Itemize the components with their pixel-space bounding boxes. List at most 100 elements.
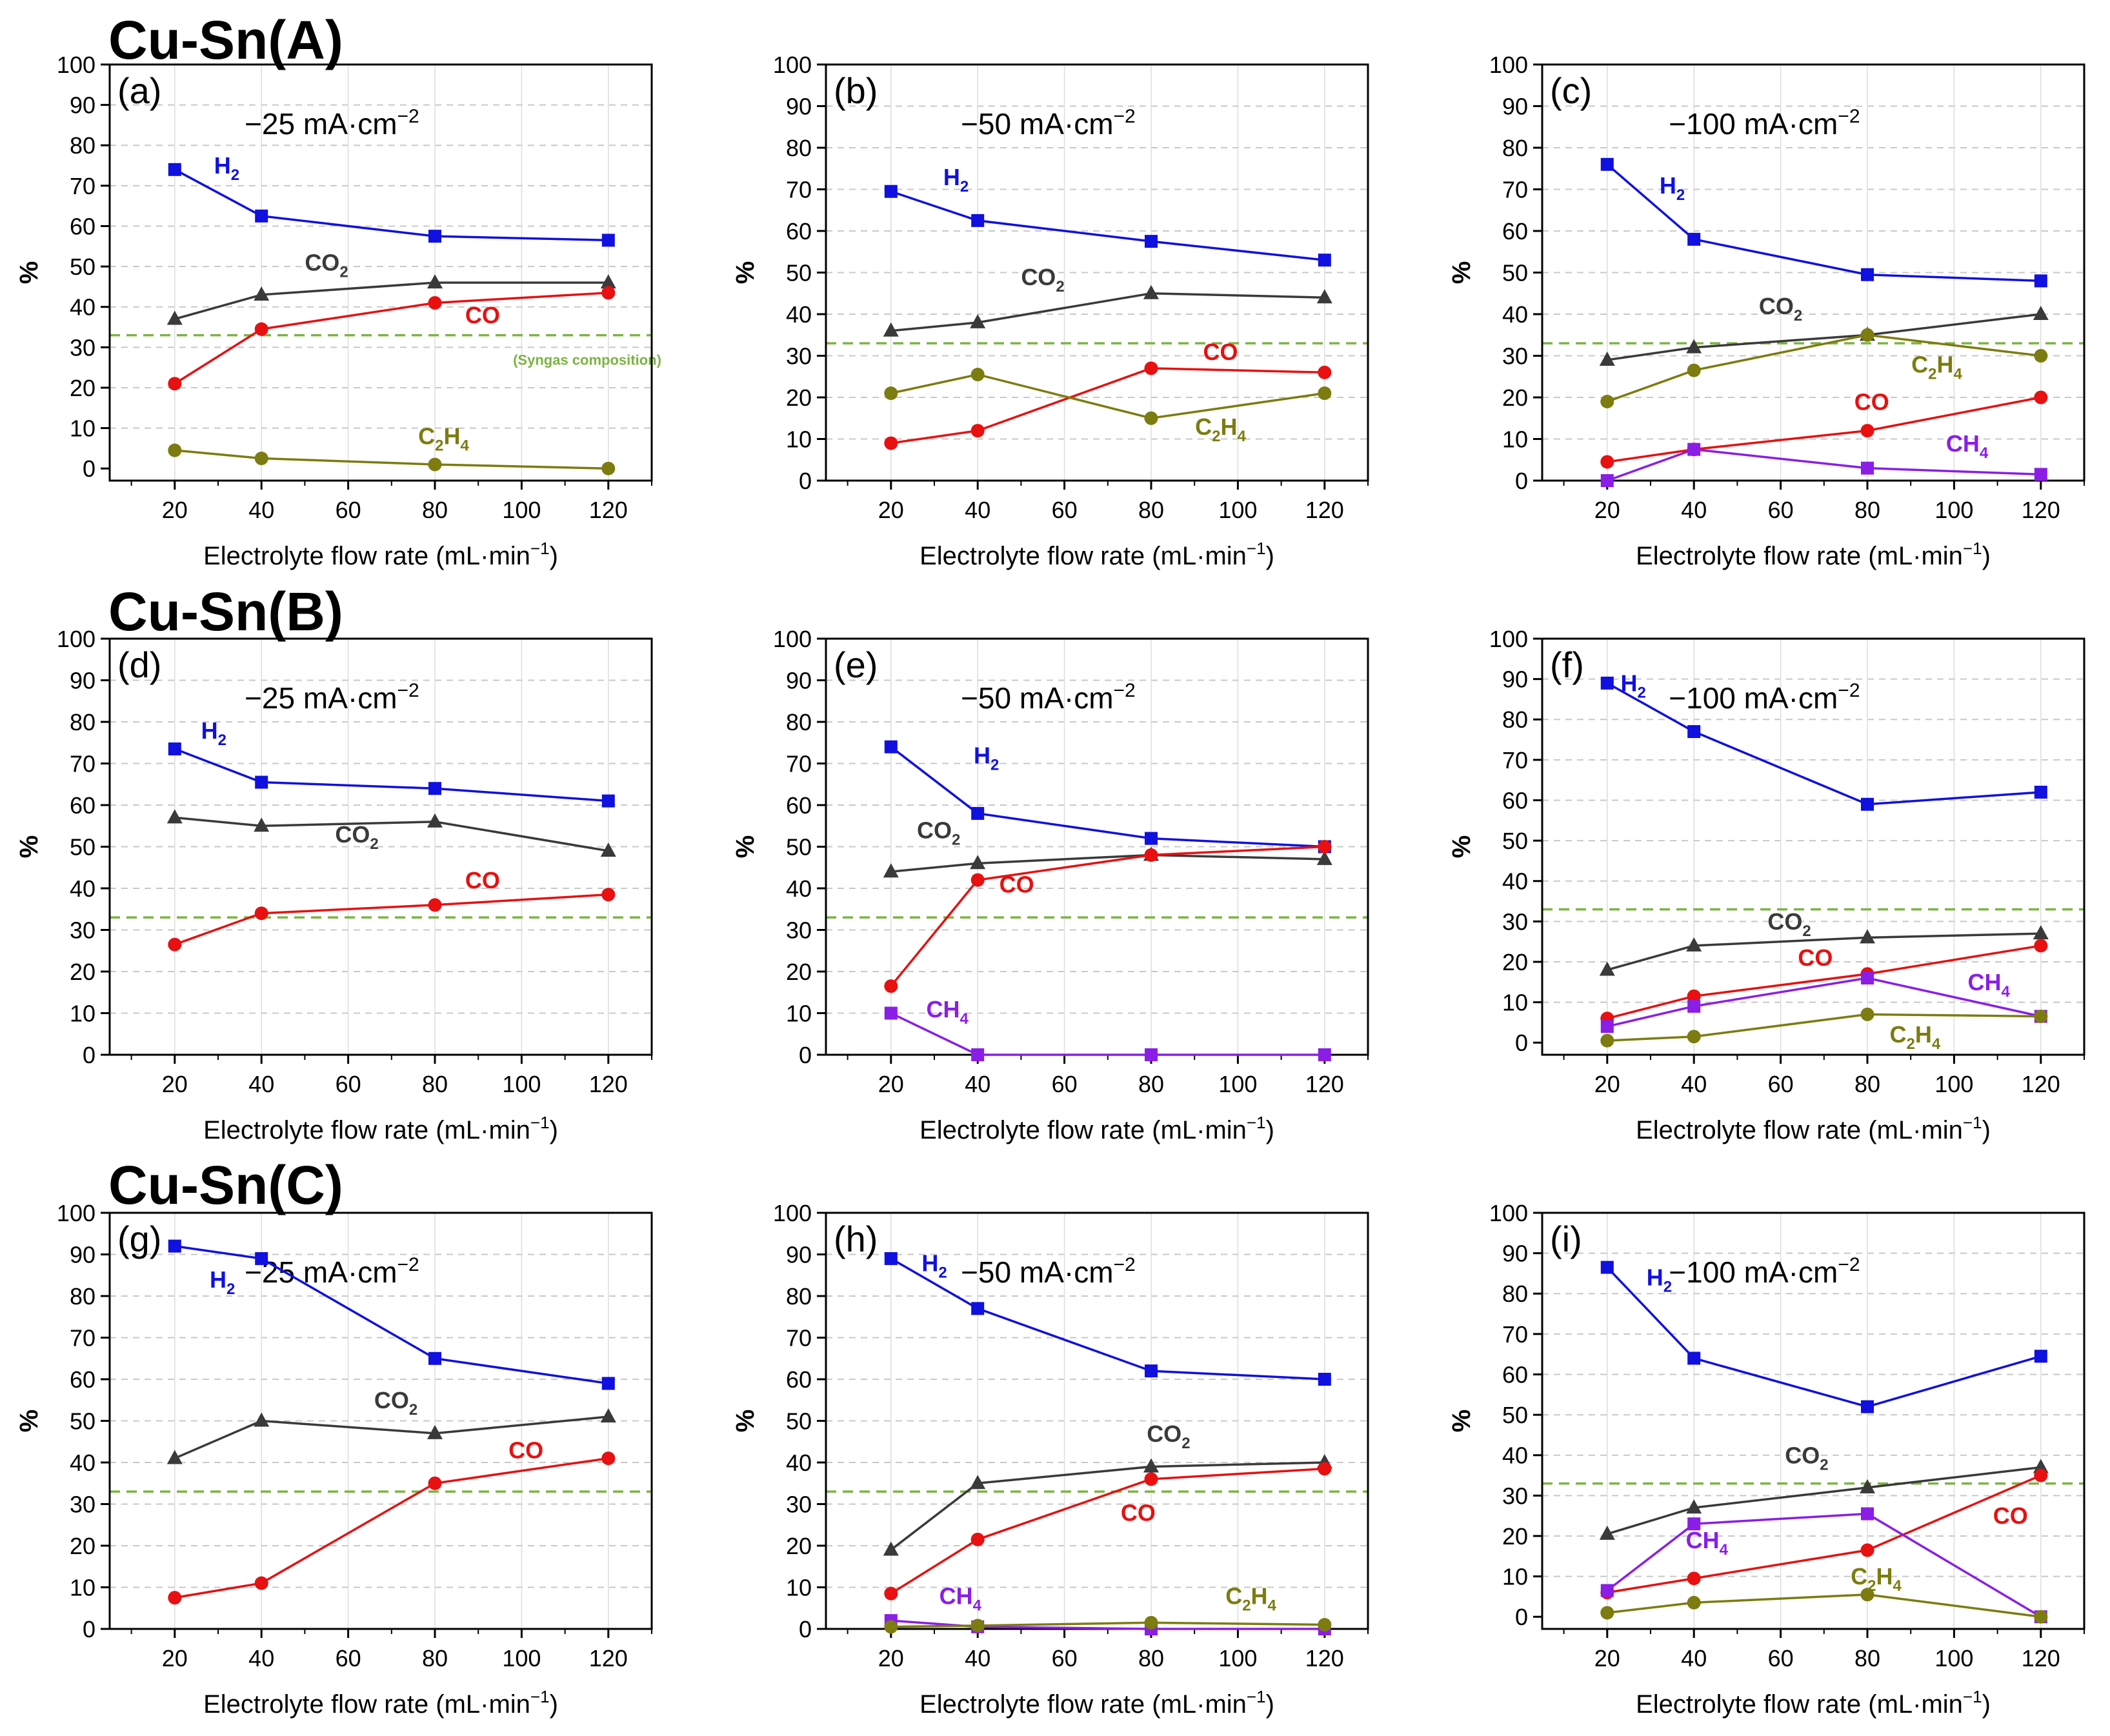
x-axis-label: Electrolyte flow rate (mL·min−1) [919,539,1274,570]
data-point-co2 [970,314,986,328]
data-point-c2h4 [970,368,985,382]
series-label-main: CH [1967,969,2001,995]
x-tick-label: 40 [965,1645,990,1671]
series-label-main: CO [1767,908,1802,935]
series-label-main: CH [1686,1527,1720,1553]
data-point-c2h4 [168,443,182,457]
series-label-main: CO [1000,871,1034,897]
data-point-h2 [168,1239,181,1253]
series-label-main: CO [465,302,500,328]
data-point-co [601,1452,616,1466]
series-label-sub: 2 [218,732,226,749]
series-line-c2h4 [890,1621,1325,1628]
data-point-co [1144,361,1158,375]
x-tick-label: 80 [1854,1071,1880,1097]
series-label-main: H [201,717,218,744]
x-axis-label: Electrolyte flow rate (mL·min−1) [203,1113,558,1144]
series-line-co2 [174,1415,608,1460]
y-tick-label: 0 [83,1616,95,1642]
series-label-main: CH [939,1582,973,1609]
panel-label: (g) [117,1219,161,1259]
series-label-sub: 2 [1820,1456,1828,1473]
x-axis-label: Electrolyte flow rate (mL·min−1) [919,1113,1274,1144]
y-tick-label: 80 [70,132,95,159]
y-tick-label: 0 [83,1042,95,1068]
current-density-label: −25 mA·cm−2 [245,106,419,141]
series-label-sub: 2 [231,166,239,184]
panel-g: 0 10 20 30 40 50 60 70 80 90 100 20 40 60 80 100 120 Elec… [15,1200,653,1719]
y-tick-label: 10 [70,1001,95,1027]
data-point-co [884,979,898,993]
y-tick-label: 90 [70,668,95,694]
panel-label: (f) [1550,644,1584,685]
y-tick-label: 90 [1502,1241,1528,1267]
y-tick-label: 40 [70,1450,95,1476]
data-point-co [1600,455,1614,469]
y-tick-label: 0 [1515,1604,1528,1630]
y-tick-label: 50 [786,1408,812,1435]
data-point-ch4 [1687,1517,1701,1531]
data-point-h2 [1687,232,1701,246]
series-line-h2 [1606,1266,2042,1408]
x-tick-label: 80 [422,497,448,523]
x-axis-label: Electrolyte flow rate (mL·min−1) [1636,1687,1991,1719]
y-tick-label: 10 [786,426,812,453]
x-tick-label: 120 [589,1071,628,1097]
data-point-co2 [1599,1525,1615,1540]
data-point-h2 [1687,1352,1701,1365]
series-label-ch4: CH4 [1946,430,1989,462]
x-tick-label: 100 [1218,497,1257,523]
x-tick-label: 120 [2022,1071,2060,1097]
data-point-c2h4 [1687,363,1701,377]
x-tick-label: 60 [1052,497,1078,523]
series-label-main: H [1660,172,1676,199]
series-label-main: CO [1021,264,1056,290]
y-tick-label: 100 [1489,1200,1528,1226]
data-point-co2 [427,813,443,828]
series-label-main: CO [1121,1499,1156,1526]
data-point-co [884,436,898,450]
series-label-main: CO [508,1437,543,1464]
y-tick-label: 0 [799,1042,812,1068]
data-point-c2h4 [601,461,616,475]
x-axis-label-text: Electrolyte flow rate (mL·min [203,542,530,570]
x-tick-label: 40 [965,1071,990,1097]
series-label-main: H [921,1250,938,1276]
series-line-h2 [890,1257,1325,1381]
series-label-sub2: 4 [1893,1577,1902,1595]
data-point-co2 [166,310,183,325]
x-tick-label: 100 [502,1071,541,1097]
data-point-h2 [2034,785,2047,799]
series-label-co2: CO2 [335,821,378,853]
data-point-c2h4 [884,1620,898,1634]
row-title-cu-sn-a: Cu-Sn(A) [108,10,343,70]
data-point-h2 [1861,268,1874,281]
data-point-co [168,937,182,952]
data-point-co2 [2033,925,2049,940]
x-axis-label-text: Electrolyte flow rate (mL·min [919,1690,1247,1719]
series-line-ch4 [1607,448,2041,482]
x-tick-label: 100 [1934,1071,1973,1097]
x-tick-label: 40 [1681,1071,1707,1097]
x-tick-label: 80 [422,1071,448,1097]
data-point-h2 [1600,676,1614,690]
y-tick-label: 10 [1502,1564,1528,1590]
data-point-co [428,295,442,310]
series-label-h2: H2 [943,164,969,195]
series-label-sub: 2 [990,757,999,774]
data-point-co2 [1316,850,1332,865]
y-tick-label: 50 [786,260,812,286]
data-point-h2 [601,234,615,247]
current-density-label: −25 mA·cm−2 [245,680,419,715]
x-tick-label: 80 [1138,1645,1164,1671]
data-point-co [168,1591,182,1605]
current-density-sup: −2 [397,1254,419,1275]
series-line-co [174,292,608,385]
y-axis-label: % [1447,261,1476,284]
series-label-co: CO [1121,1499,1156,1526]
current-density-text: −50 mA·cm [961,681,1113,715]
y-tick-label: 30 [70,917,95,944]
panel-label: (b) [834,70,878,111]
current-density-label: −50 mA·cm−2 [961,106,1136,141]
y-tick-label: 20 [70,1533,95,1559]
